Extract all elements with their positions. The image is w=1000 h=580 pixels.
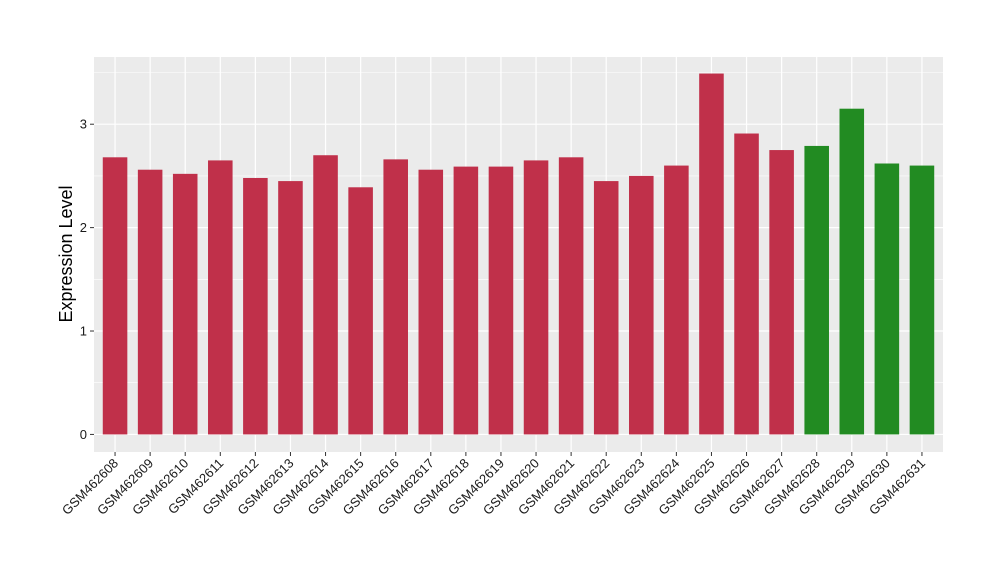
bar-GSM462618 (453, 166, 479, 435)
bar-GSM462627 (769, 150, 794, 435)
grid-minor (94, 72, 943, 384)
bar-GSM462615 (348, 187, 373, 435)
bar-GSM462609 (137, 169, 163, 435)
y-tick-label: 3 (80, 117, 87, 132)
bars (102, 73, 935, 435)
bar-GSM462626 (734, 133, 759, 435)
bar-GSM462619 (488, 166, 514, 435)
y-tick-label: 2 (80, 220, 87, 235)
plot-panel (94, 57, 943, 452)
y-axis: 0 1 2 3 (80, 117, 94, 442)
x-axis: GSM462608GSM462609GSM462610GSM462611GSM4… (59, 452, 928, 518)
bar-GSM462629 (839, 108, 865, 435)
bar-GSM462613 (278, 181, 303, 435)
bar-GSM462624 (664, 165, 689, 435)
bar-GSM462622 (593, 181, 619, 435)
bar-GSM462617 (418, 169, 444, 435)
bar-GSM462610 (172, 173, 198, 435)
bar-GSM462620 (523, 160, 549, 435)
bar-GSM462611 (208, 160, 233, 435)
bar-GSM462621 (558, 157, 584, 435)
bar-GSM462616 (383, 159, 408, 435)
bar-GSM462623 (629, 175, 654, 435)
bar-GSM462625 (699, 73, 724, 435)
bar-GSM462612 (243, 177, 268, 435)
bar-GSM462631 (909, 165, 935, 435)
bar-GSM462630 (874, 163, 900, 435)
bar-GSM462614 (313, 155, 338, 435)
y-axis-title: Expression Level (56, 185, 76, 322)
y-tick-label: 0 (80, 427, 87, 442)
y-tick-label: 1 (80, 324, 87, 339)
bar-GSM462608 (102, 157, 128, 435)
bar-GSM462628 (804, 145, 829, 435)
